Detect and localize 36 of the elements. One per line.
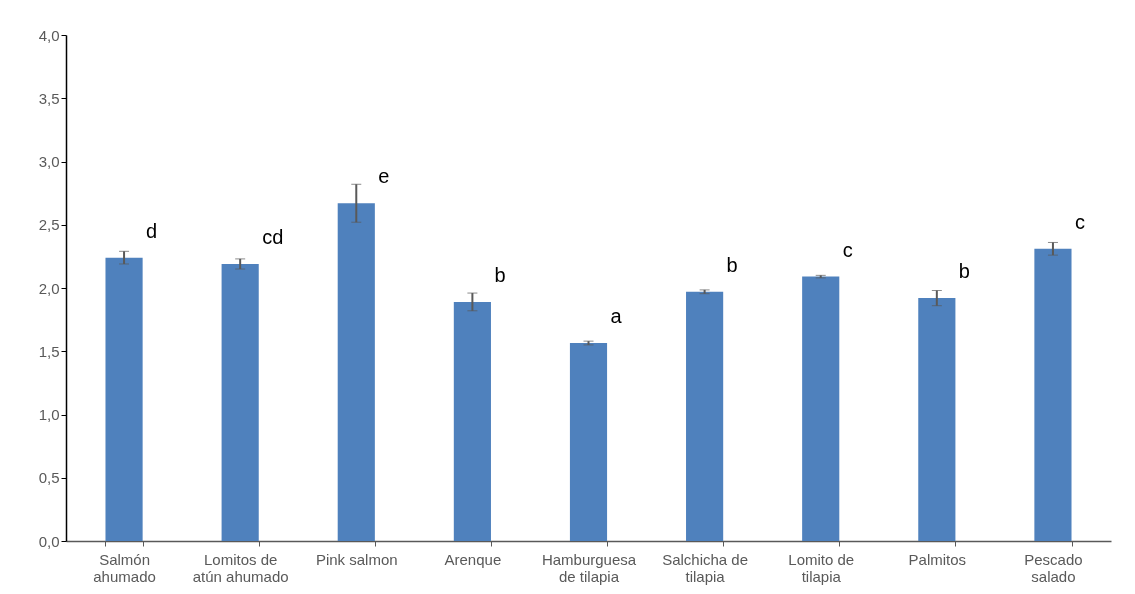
y-tick-label: 2,0 — [38, 279, 60, 297]
y-tick-label: 2,5 — [38, 216, 60, 234]
x-tick-label: Lomitos de atún ahumado — [192, 550, 289, 585]
y-tick-label: 1,0 — [38, 406, 60, 423]
x-tick-label: Salchicha de tilapia — [662, 550, 749, 585]
annotation: b — [958, 260, 970, 283]
x-tick-label: Lomito de tilapia — [788, 550, 855, 585]
x-tick-label: Palmitos — [908, 550, 967, 568]
annotation: cd — [262, 225, 284, 248]
x-tick-label: Pescado salado — [1024, 550, 1083, 585]
annotation: b — [726, 253, 738, 276]
bar — [1034, 248, 1072, 541]
y-tick-label: 4,0 — [38, 26, 60, 44]
bar — [221, 263, 259, 541]
bar — [453, 301, 491, 541]
bar — [337, 203, 375, 541]
bar — [918, 298, 956, 541]
bar — [569, 343, 608, 541]
annotation: c — [1074, 210, 1085, 233]
x-tick-label: Arenque — [444, 550, 502, 568]
bar — [686, 291, 724, 541]
x-tick-label: Pink salmon — [315, 550, 398, 568]
annotation: a — [610, 305, 623, 328]
annotation: d — [146, 219, 158, 242]
y-tick-label: 0,5 — [38, 469, 60, 487]
y-tick-label: 1,5 — [38, 342, 60, 360]
y-tick-label: 3,0 — [38, 153, 60, 170]
annotation: c — [842, 238, 853, 261]
y-tick-label: 3,5 — [38, 89, 60, 107]
y-tick-label: 0,0 — [38, 532, 60, 550]
x-tick-label: Hamburguesa de tilapia — [541, 550, 637, 585]
annotation: b — [494, 263, 506, 286]
bar — [105, 257, 143, 541]
bar — [802, 276, 840, 541]
x-tick-label: Salmón ahumado — [93, 550, 156, 585]
annotation: e — [378, 165, 390, 188]
